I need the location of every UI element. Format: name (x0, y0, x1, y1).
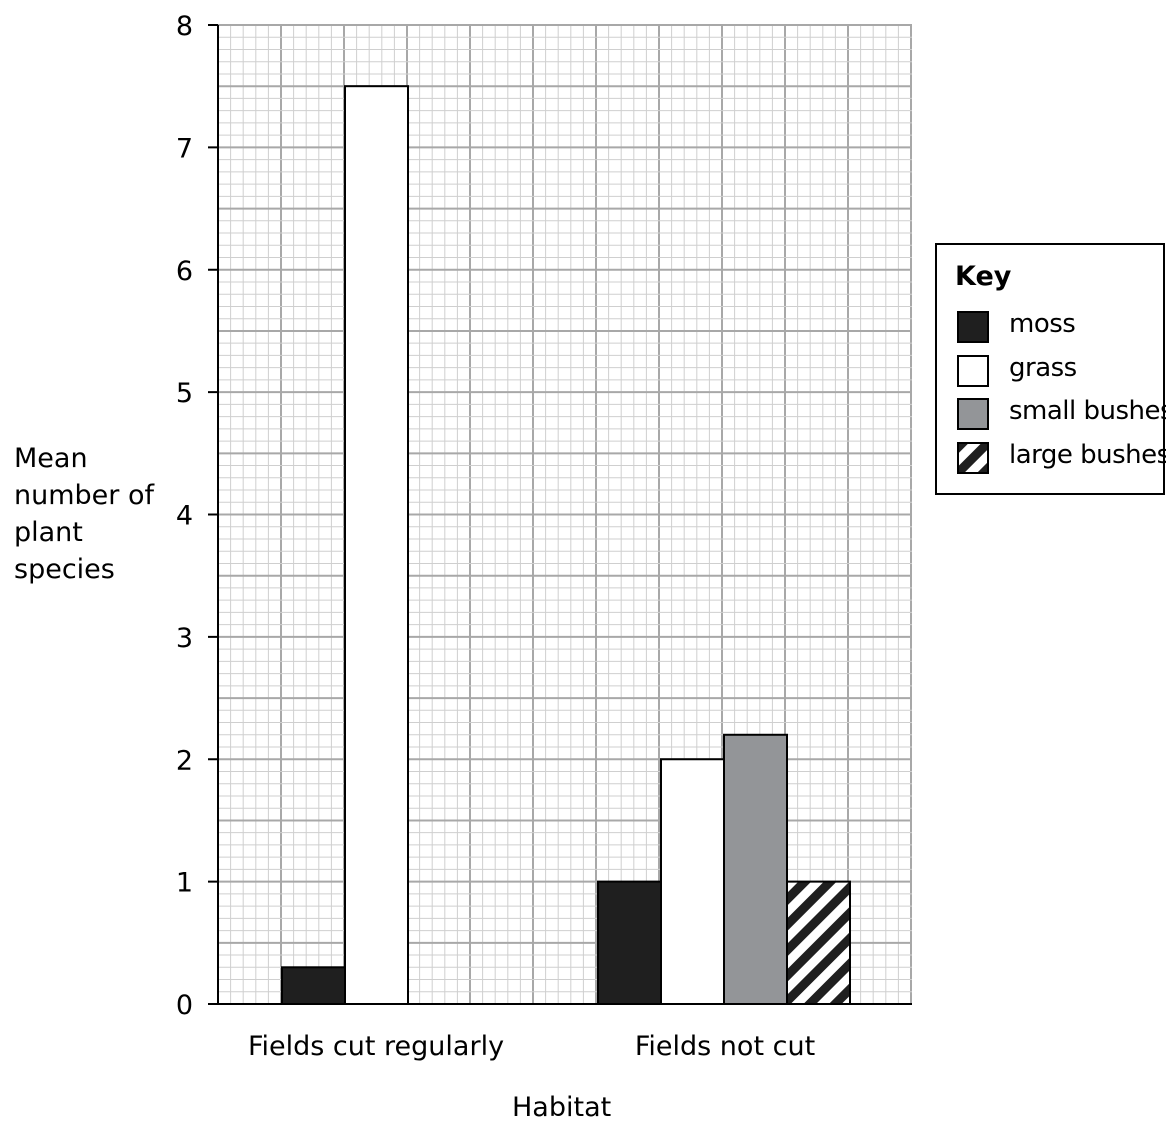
y-tick-label: 0 (176, 990, 193, 1021)
legend-swatch-grass (957, 355, 989, 387)
x-category-labels: Fields cut regularly Fields not cut (248, 1031, 815, 1062)
bar-moss-1 (597, 880, 662, 1005)
y-tick-labels: 0 1 2 3 4 5 6 7 8 (176, 11, 218, 1021)
legend-swatch-moss (957, 311, 989, 343)
x-axis-label: Habitat (512, 1092, 612, 1123)
bar-grass-0 (344, 85, 409, 1005)
y-tick-label: 7 (176, 133, 193, 164)
legend-label: large bushes (1009, 440, 1166, 470)
y-tick-label: 1 (176, 868, 193, 899)
y-tick-label: 3 (176, 623, 193, 654)
x-category-label: Fields not cut (635, 1031, 815, 1062)
legend-label: grass (1009, 353, 1077, 383)
legend-title: Key (955, 261, 1012, 292)
bar-grass-1 (660, 758, 725, 1005)
legend-label: moss (1009, 309, 1076, 339)
y-tick-label: 6 (176, 256, 193, 287)
y-tick-label: 5 (176, 378, 193, 409)
bar-small-bushes-1 (723, 733, 788, 1006)
y-tick-label: 8 (176, 11, 193, 42)
legend-label: small bushes (1009, 396, 1166, 426)
bar-moss-0 (281, 966, 346, 1005)
y-axis-label: Mean number of plant species (14, 443, 154, 585)
legend: Key moss grass small bushes large bushes (935, 243, 1166, 495)
x-category-label: Fields cut regularly (248, 1031, 504, 1062)
legend-swatch-small-bushes (957, 398, 989, 430)
y-tick-label: 4 (176, 501, 193, 532)
y-tick-label: 2 (176, 745, 193, 776)
legend-swatch-large-bushes (957, 442, 989, 474)
bars (281, 85, 851, 1006)
bar-large-bushes-1 (786, 880, 851, 1005)
plot-grid (217, 24, 912, 1005)
